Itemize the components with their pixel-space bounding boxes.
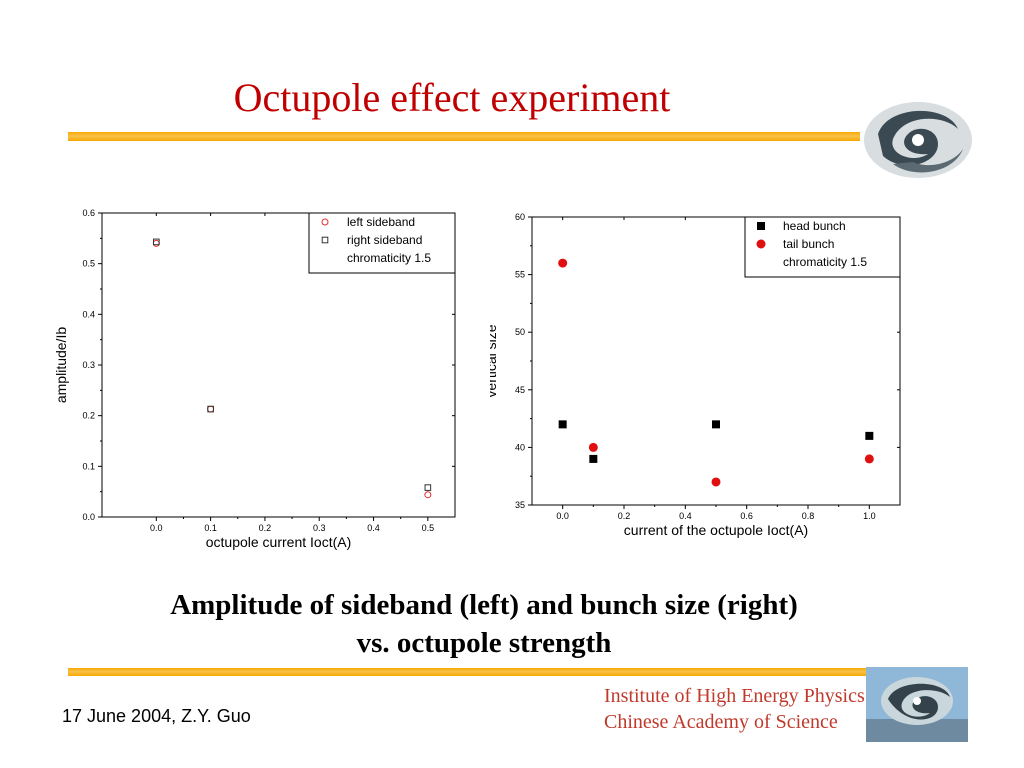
institute-line-2: Chinese Academy of Science — [604, 711, 838, 733]
y-tick-label: 45 — [515, 385, 525, 395]
y-tick-label: 0.6 — [82, 208, 95, 218]
legend-label: tail bunch — [783, 237, 834, 251]
legend-label: left sideband — [347, 215, 415, 229]
data-point-tail-bunch — [711, 477, 721, 487]
legend-label: head bunch — [783, 219, 846, 233]
data-point-right-sideband — [207, 405, 214, 413]
x-tick-label: 0.2 — [259, 523, 272, 533]
data-point-tail-bunch — [558, 258, 568, 268]
x-tick-label: 1.0 — [863, 511, 876, 521]
x-tick-label: 0.3 — [313, 523, 326, 533]
y-tick-label: 0.4 — [82, 309, 95, 319]
ihep-swirl-logo-icon — [864, 102, 972, 178]
top-accent-bar — [68, 132, 860, 141]
caption-line-2: vs. octupole strength — [356, 627, 612, 659]
y-tick-label: 0.1 — [82, 461, 95, 471]
y-axis-label: vertical size — [490, 324, 499, 397]
legend-marker — [321, 218, 329, 226]
data-point-left-sideband — [207, 405, 215, 413]
data-point-left-sideband — [152, 239, 160, 247]
data-point-head-bunch — [558, 420, 567, 429]
data-point-right-sideband — [424, 484, 432, 491]
y-tick-label: 50 — [515, 327, 525, 337]
y-tick-label: 60 — [515, 212, 525, 222]
x-axis-label: octupole current Ioct(A) — [206, 534, 352, 550]
sideband-amplitude-chart: 0.0 0.1 0.2 0.3 0.4 0.5 0.6 0.0 0.1 0.2 0.3 0.4 0.5 o… — [53, 200, 465, 560]
y-tick-label: 0.3 — [82, 360, 95, 370]
x-tick-label: 0.1 — [204, 523, 217, 533]
data-point-left-sideband — [424, 491, 432, 499]
y-tick-label: 55 — [515, 270, 525, 280]
y-tick-label: 40 — [515, 442, 525, 452]
sideband-amplitude-plot: 0.0 0.1 0.2 0.3 0.4 0.5 0.6 0.0 0.1 0.2 0.3 0.4 0.5 o… — [53, 208, 456, 550]
bottom-accent-bar — [68, 668, 866, 676]
data-point-tail-bunch — [864, 454, 874, 464]
legend-marker — [757, 222, 765, 230]
x-tick-label: 0.4 — [679, 511, 692, 521]
y-tick-label: 0.0 — [82, 512, 95, 522]
data-point-head-bunch — [712, 420, 720, 429]
x-tick-label: 0.0 — [556, 511, 569, 521]
legend-box — [308, 212, 456, 274]
institute-line-1: Institute of High Energy Physics — [604, 685, 865, 707]
y-tick-label: 0.2 — [82, 411, 95, 421]
legend-label: right sideband — [347, 233, 422, 247]
x-tick-label: 0.5 — [422, 523, 435, 533]
ihep-photo-logo-icon — [866, 667, 968, 742]
vertical-size-chart: 35 40 45 50 55 60 0.0 0.2 0.4 0.6 0.8 1.0 current of… — [483, 205, 910, 545]
vertical-size-plot: 35 40 45 50 55 60 0.0 0.2 0.4 0.6 0.8 1.0 current of… — [483, 212, 901, 538]
slide-caption: Amplitude of sideband (left) and bunch s… — [0, 586, 968, 662]
caption-line-1: Amplitude of sideband (left) and bunch s… — [170, 589, 798, 621]
x-tick-label: 0.2 — [618, 511, 631, 521]
x-tick-label: 0.8 — [802, 511, 815, 521]
x-tick-label: 0.4 — [367, 523, 380, 533]
x-axis-label: current of the octupole Ioct(A) — [624, 522, 808, 538]
data-point-head-bunch — [589, 454, 598, 463]
data-point-right-sideband — [153, 238, 160, 246]
legend-marker — [756, 239, 766, 249]
data-point-head-bunch — [865, 431, 874, 440]
footer-date-author: 17 June 2004, Z.Y. Guo — [62, 706, 251, 726]
x-tick-label: 0.0 — [150, 523, 163, 533]
legend-box — [744, 216, 901, 278]
y-tick-label: 0.5 — [82, 259, 95, 269]
x-tick-label: 0.6 — [740, 511, 753, 521]
y-axis-label: amplitude/Ib — [55, 327, 69, 403]
legend-note: chromaticity 1.5 — [783, 255, 867, 269]
legend-marker — [321, 236, 329, 244]
legend-note: chromaticity 1.5 — [347, 251, 431, 265]
institute-name: Institute of High Energy Physics Chinese… — [604, 683, 865, 735]
slide-title: Octupole effect experiment — [233, 75, 671, 120]
y-tick-label: 35 — [515, 500, 525, 510]
data-point-tail-bunch — [588, 442, 598, 452]
